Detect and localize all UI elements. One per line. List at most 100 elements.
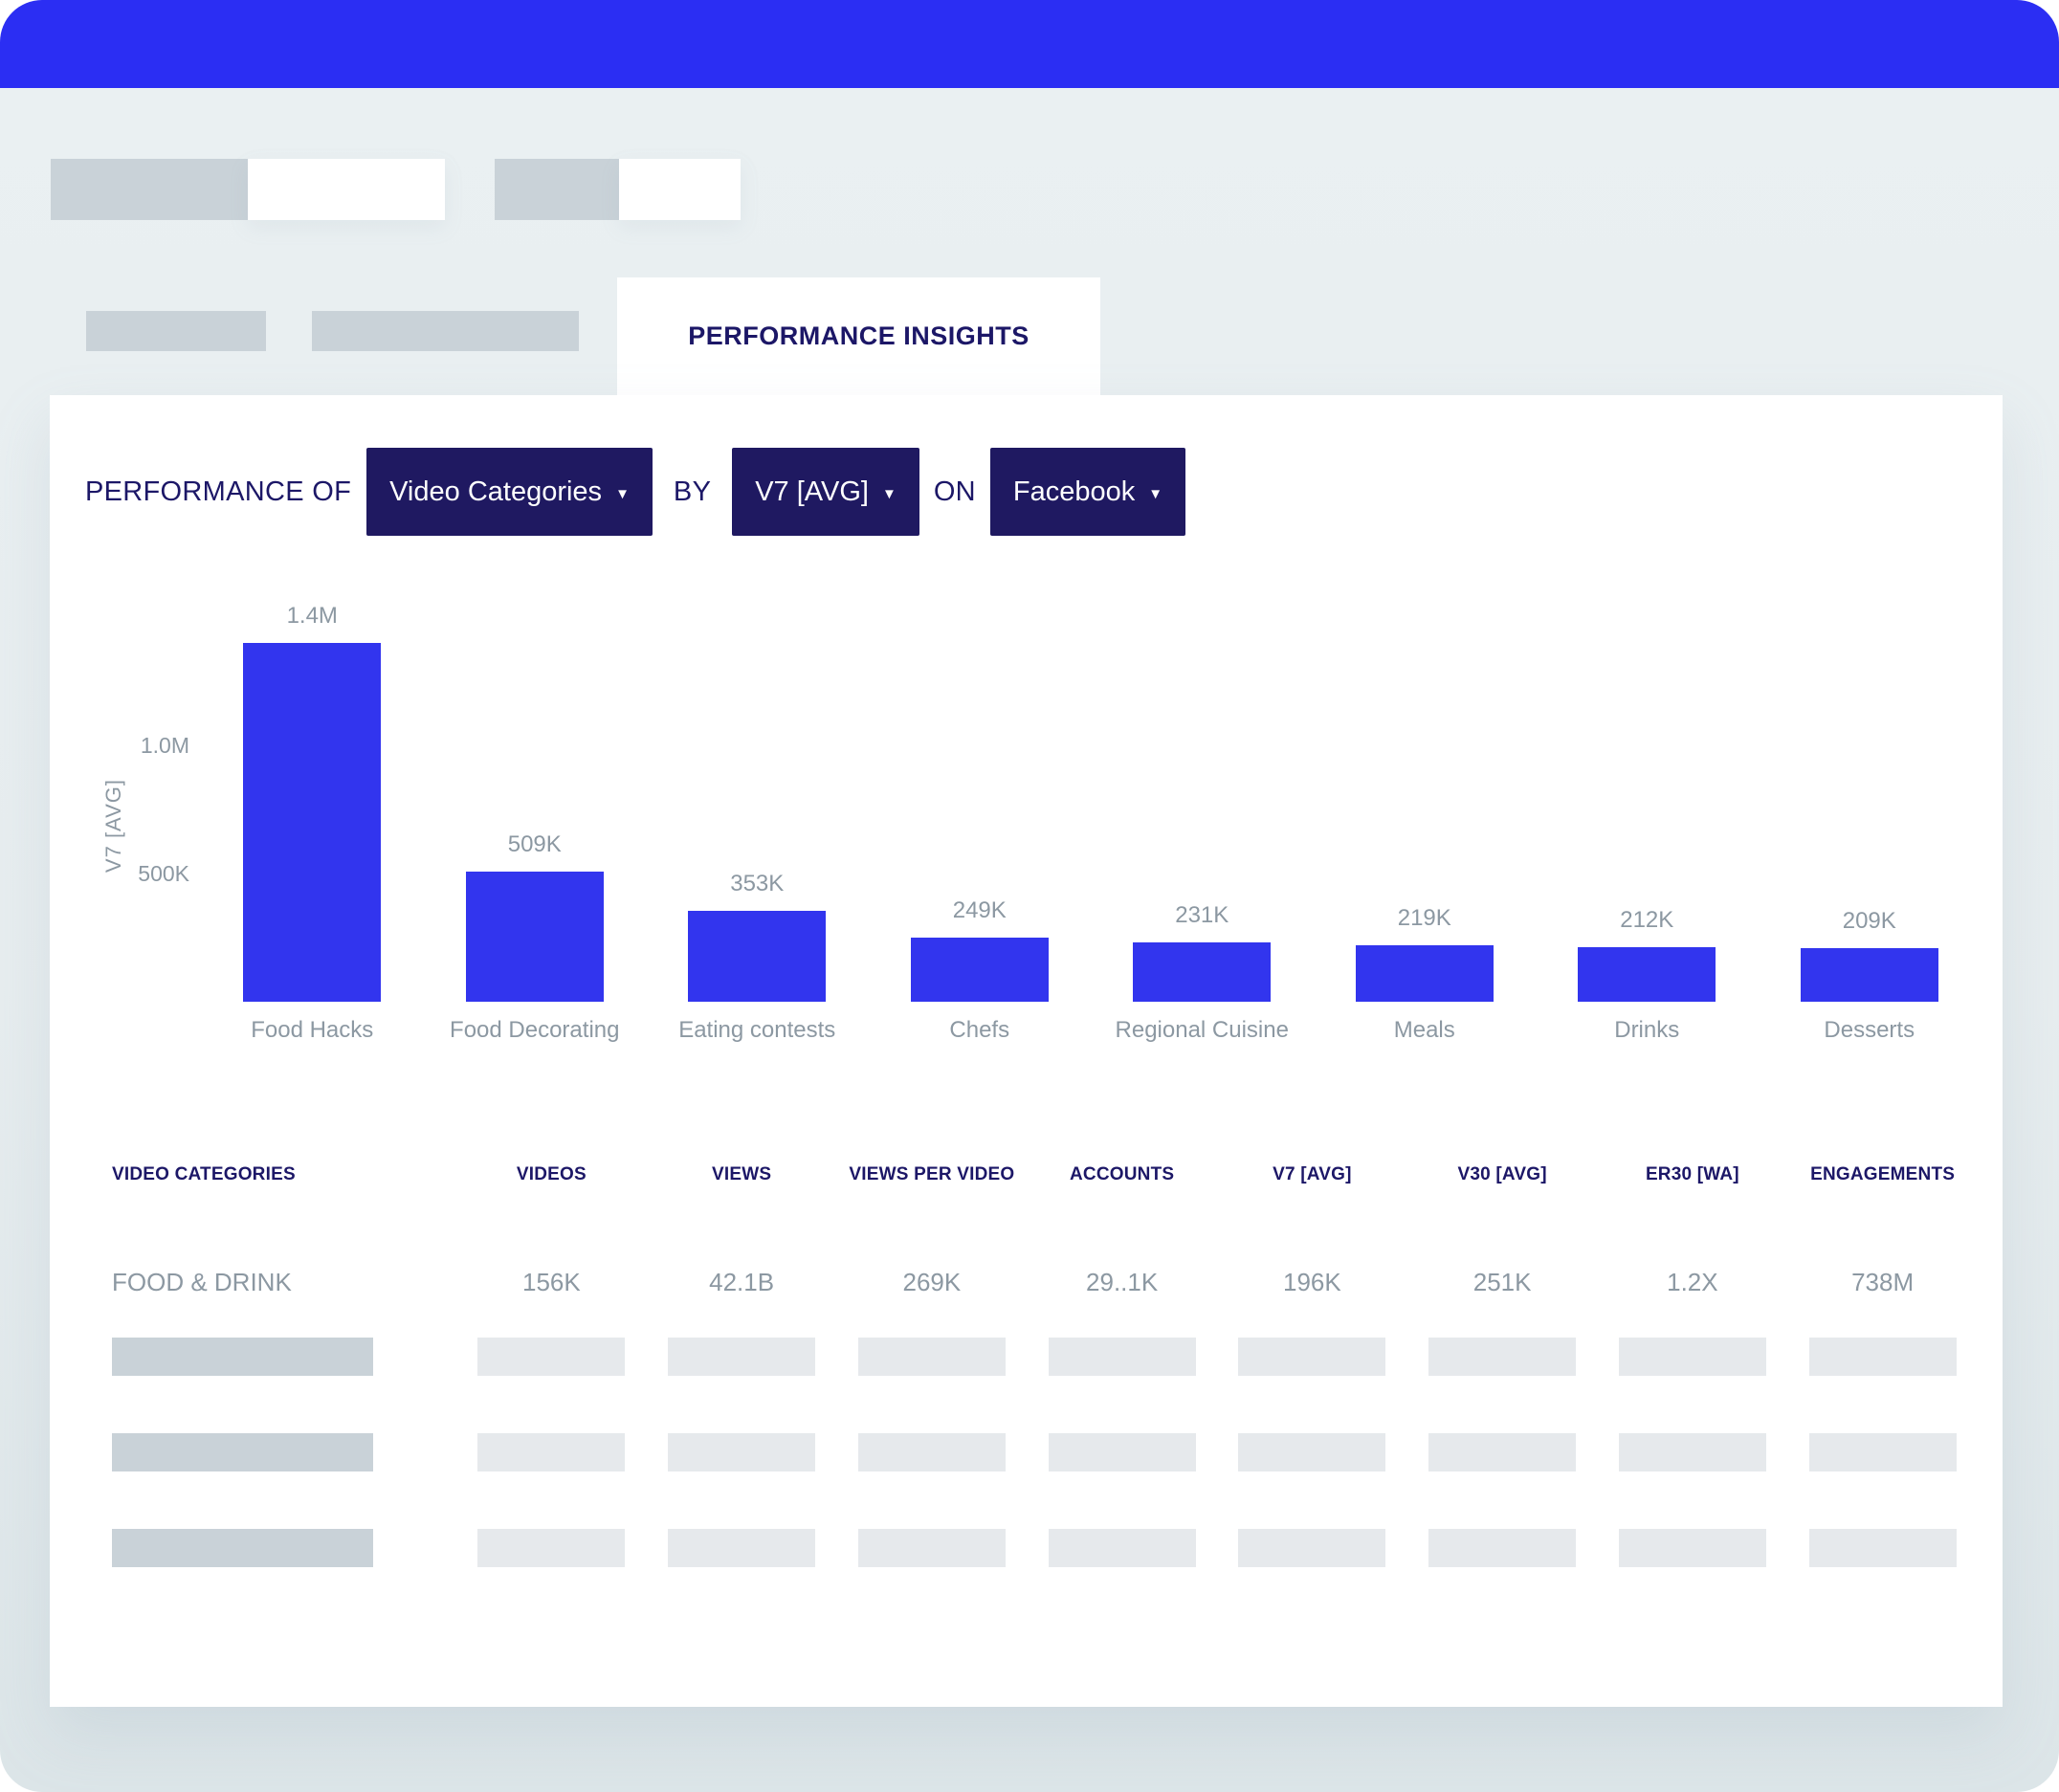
bar[interactable] [1355, 945, 1494, 1002]
table-skeleton-cell [647, 1433, 837, 1471]
breadcrumb-placeholder-block [86, 311, 266, 351]
tab-label: PERFORMANCE INSIGHTS [688, 321, 1030, 350]
nav-placeholder-block [495, 159, 619, 220]
table-header-cell: V30 [AVG] [1457, 1164, 1547, 1184]
bar-value-label: 231K [1175, 902, 1229, 928]
table-row-value-cell: 738M [1851, 1268, 1915, 1296]
bar-category-label: Food Decorating [450, 1017, 620, 1043]
bar-slot: 212K [1536, 601, 1759, 1002]
table-header-cell: V7 [AVG] [1273, 1164, 1352, 1184]
nav-placeholder-block [248, 159, 445, 220]
metric-dropdown[interactable]: V7 [AVG] ▼ [732, 448, 919, 536]
bar-chart: V7 [AVG] 1.4M 509K 353K 249K 231K 219K 212K 209… [101, 601, 1981, 1002]
bar-value-label: 249K [952, 897, 1007, 923]
chevron-down-icon: ▼ [615, 485, 630, 502]
skeleton-block [1618, 1529, 1766, 1567]
table-skeleton-cell [456, 1338, 647, 1376]
bar-slot: 249K [869, 601, 1092, 1002]
table-skeleton-cell [1787, 1433, 1978, 1471]
metric-dropdown-value: V7 [AVG] [755, 476, 869, 507]
performance-of-label: PERFORMANCE OF [85, 476, 352, 507]
skeleton-block [1428, 1529, 1577, 1567]
skeleton-block [1618, 1338, 1766, 1376]
bar-value-label: 353K [730, 871, 785, 896]
table-skeleton-cell [647, 1338, 837, 1376]
table-row-value-cell: 251K [1472, 1268, 1532, 1296]
platform-dropdown-value: Facebook [1012, 476, 1136, 507]
skeleton-block [1238, 1433, 1386, 1471]
skeleton-block [1428, 1338, 1577, 1376]
table-header-cell: VIEWS PER VIDEO [849, 1164, 1015, 1184]
skeleton-block [112, 1338, 373, 1376]
bar[interactable] [1133, 942, 1272, 1002]
table-skeleton-cell [1598, 1529, 1788, 1567]
bar[interactable] [688, 911, 827, 1002]
skeleton-block [1048, 1529, 1196, 1567]
table-skeleton-row [112, 1433, 1978, 1471]
skeleton-block [112, 1433, 373, 1471]
tab-performance-insights[interactable]: PERFORMANCE INSIGHTS [617, 277, 1100, 395]
skeleton-block [1238, 1529, 1386, 1567]
skeleton-block [857, 1338, 1006, 1376]
dimension-dropdown[interactable]: Video Categories ▼ [366, 448, 653, 536]
table-skeleton-cell [1217, 1529, 1407, 1567]
skeleton-block [1808, 1529, 1957, 1567]
chevron-down-icon: ▼ [881, 485, 897, 502]
skeleton-block [857, 1529, 1006, 1567]
nav-placeholder-block [51, 159, 248, 220]
bar[interactable] [243, 643, 382, 1002]
breadcrumb-placeholder-block [312, 311, 579, 351]
table-row-category-cell: FOOD & DRINK [112, 1268, 292, 1296]
bar-value-label: 219K [1397, 905, 1451, 931]
bar-value-label: 1.4M [286, 603, 338, 629]
bar[interactable] [465, 872, 604, 1002]
table-header-cell: ACCOUNTS [1069, 1164, 1175, 1184]
bar-category-label: Meals [1393, 1017, 1455, 1043]
table-skeleton-cell [112, 1338, 456, 1376]
skeleton-block [477, 1433, 626, 1471]
top-app-bar [0, 0, 2059, 88]
table-row-value-cell: 156K [522, 1268, 581, 1296]
platform-dropdown[interactable]: Facebook ▼ [989, 448, 1186, 536]
table-skeleton-row [112, 1529, 1978, 1567]
skeleton-block [668, 1338, 816, 1376]
dimension-dropdown-value: Video Categories [389, 476, 603, 507]
y-axis-tick-label: 1.0M [140, 733, 189, 759]
bar-category-label: Food Hacks [251, 1017, 374, 1043]
table-skeleton-cell [456, 1433, 647, 1471]
bar-slot: 209K [1759, 601, 1982, 1002]
table-header-cell: ER30 [WA] [1645, 1164, 1739, 1184]
table-skeleton-cell [1027, 1338, 1217, 1376]
table-skeleton-cell [112, 1433, 456, 1471]
bar-category-label: Drinks [1614, 1017, 1680, 1043]
table-header-cell: ENGAGEMENTS [1810, 1164, 1956, 1184]
bar[interactable] [1578, 947, 1716, 1002]
bar-chart-category-labels: Food Hacks Food Decorating Eating contests… [201, 1017, 1981, 1044]
skeleton-block [1048, 1338, 1196, 1376]
skeleton-block [477, 1529, 626, 1567]
y-axis-label: V7 [AVG] [101, 778, 125, 873]
table-skeleton-cell [1027, 1433, 1217, 1471]
skeleton-block [1048, 1433, 1196, 1471]
bar-category-label: Desserts [1824, 1017, 1915, 1043]
table-skeleton-cell [1217, 1338, 1407, 1376]
table-header-cell: VIEWS [712, 1164, 772, 1184]
table-row-value-cell: 29..1K [1086, 1268, 1159, 1296]
skeleton-block [668, 1433, 816, 1471]
table-header-cell: VIDEOS [516, 1164, 587, 1184]
skeleton-block [477, 1338, 626, 1376]
bar-slot: 353K [646, 601, 869, 1002]
bar[interactable] [1800, 948, 1938, 1002]
bar-chart-slots: 1.4M 509K 353K 249K 231K 219K 212K 209K [201, 601, 1981, 1002]
table-row: FOOD & DRINK 156K 42.1B 269K 29..1K 196K 251K 1… [112, 1268, 1978, 1297]
skeleton-block [668, 1529, 816, 1567]
on-label: ON [933, 476, 976, 507]
skeleton-block [1808, 1433, 1957, 1471]
skeleton-block [112, 1529, 373, 1567]
skeleton-block [1428, 1433, 1577, 1471]
bar-category-label: Eating contests [678, 1017, 836, 1043]
table-skeleton-cell [1598, 1338, 1788, 1376]
table-skeleton-row [112, 1338, 1978, 1376]
bar[interactable] [910, 938, 1049, 1002]
